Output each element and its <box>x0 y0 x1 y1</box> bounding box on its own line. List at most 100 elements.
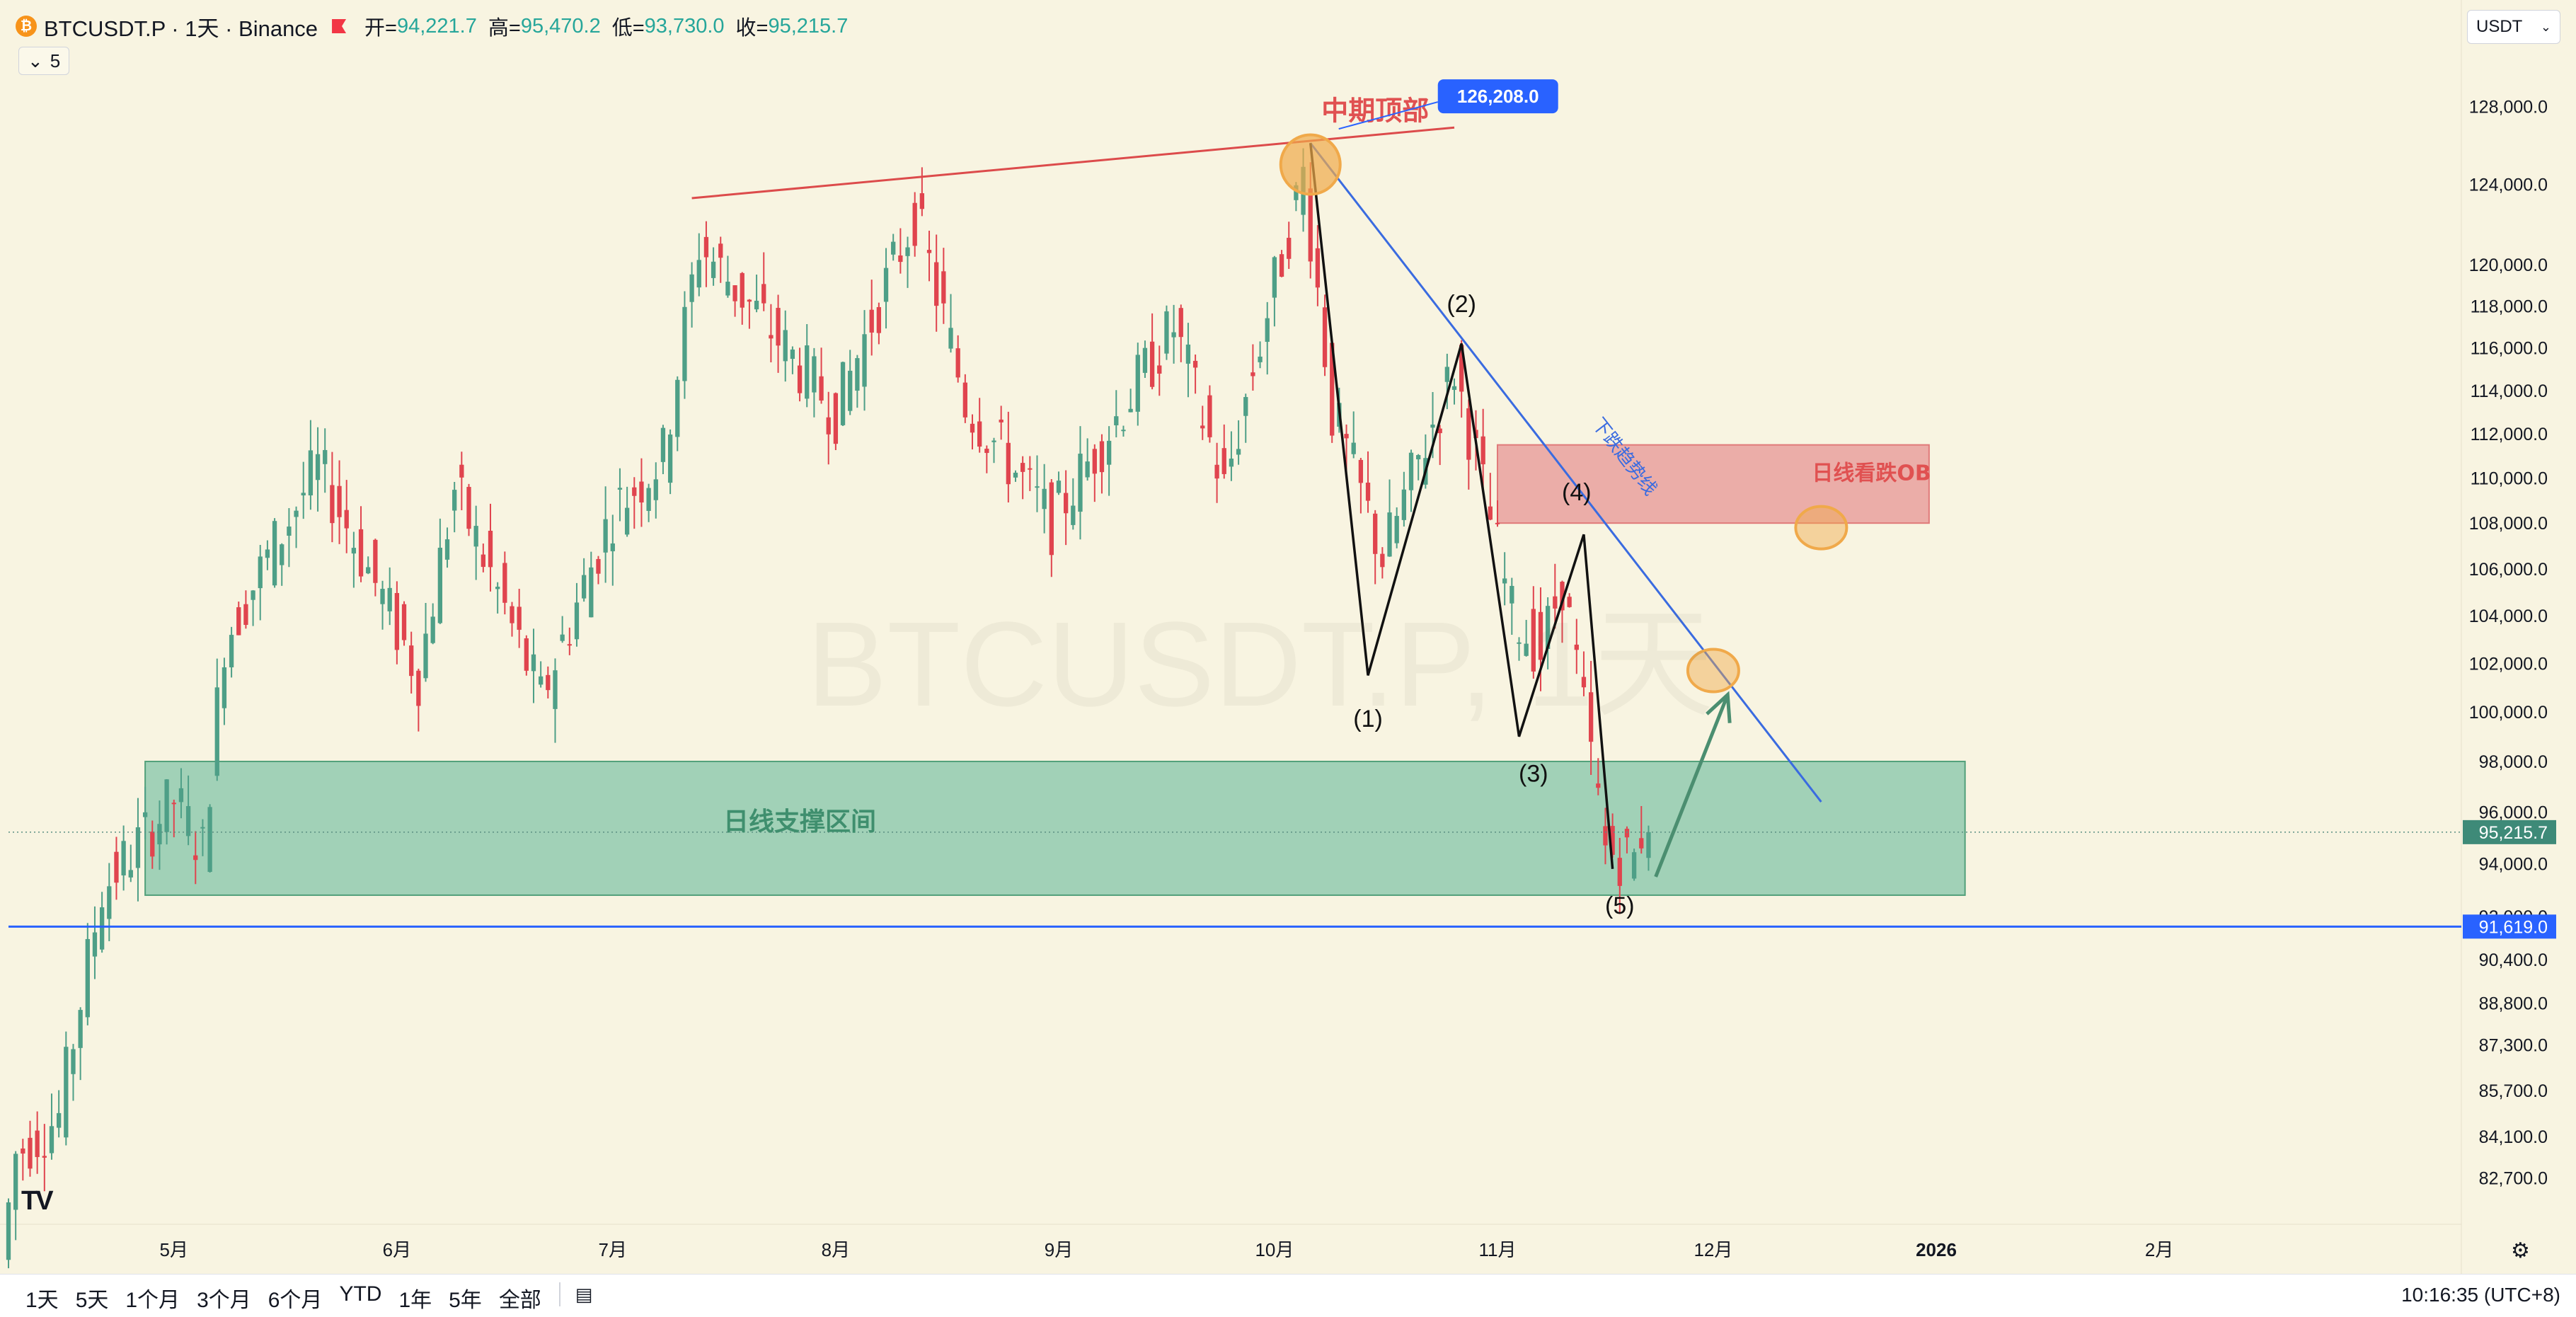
projection-arrowhead <box>1706 691 1732 723</box>
candle-body <box>315 454 321 481</box>
candle-body <box>1624 829 1630 838</box>
candle-body <box>1524 643 1529 656</box>
candle-body <box>409 645 414 677</box>
candle-body <box>1344 434 1349 439</box>
candle-body <box>689 274 694 302</box>
candle-body <box>193 855 198 861</box>
calendar-range-icon[interactable]: ▤ <box>559 1282 597 1306</box>
time-tick-label: 10月 <box>1255 1239 1294 1260</box>
candle-body <box>344 510 349 529</box>
time-tick-label: 5月 <box>160 1239 188 1260</box>
candle-body <box>1603 826 1608 846</box>
candle-body <box>21 1148 25 1154</box>
candle-body <box>1106 440 1112 465</box>
candle-body <box>718 243 723 258</box>
candle-body <box>1042 488 1047 510</box>
candle-body <box>819 376 824 401</box>
symbol-title[interactable]: BTCUSDT.P · 1天 · Binance <box>44 16 318 41</box>
candle-body <box>1380 553 1385 568</box>
candle-body <box>610 543 615 551</box>
candle-body <box>1560 582 1565 611</box>
price-tick-label: 96,000.0 <box>2479 803 2548 822</box>
time-tick-label: 12月 <box>1694 1239 1732 1260</box>
candle-body <box>502 563 507 603</box>
timeframe-ytd[interactable]: YTD <box>339 1282 382 1306</box>
timeframe-6m[interactable]: 6个月 <box>268 1289 323 1312</box>
candle-body <box>962 382 967 418</box>
candle-body <box>222 667 227 708</box>
timeframe-5d[interactable]: 5天 <box>75 1289 109 1312</box>
candle-body <box>1358 459 1364 483</box>
candle-body <box>1401 489 1407 520</box>
low-label: 低= <box>611 17 645 40</box>
candle-body <box>1085 461 1090 478</box>
candle-body <box>6 1202 11 1260</box>
timeframe-1m[interactable]: 1个月 <box>125 1289 180 1312</box>
candle-body <box>524 638 529 671</box>
downtrend-line <box>1309 142 1822 803</box>
candle-body <box>1574 644 1579 650</box>
candle-body <box>826 417 831 435</box>
currency-select[interactable]: USDT ⌄ <box>2467 10 2560 44</box>
candle-body <box>1149 341 1155 387</box>
candle-body <box>1272 257 1277 298</box>
indicator-toggle[interactable]: ⌄ 5 <box>18 47 70 75</box>
timeframe-3m[interactable]: 3个月 <box>197 1289 251 1312</box>
candle-body <box>898 255 903 263</box>
candle-body <box>646 488 651 511</box>
symbol-watermark: BTCUSDT.P, 1天 <box>807 597 1714 732</box>
candle-body <box>1142 347 1148 373</box>
candle-body <box>481 554 485 568</box>
candle-body <box>539 676 544 685</box>
candle-body <box>855 358 860 391</box>
candle-body <box>732 285 737 301</box>
chevron-down-icon: ⌄ <box>28 50 43 71</box>
price-tick-label: 128,000.0 <box>2469 97 2548 117</box>
timeframe-all[interactable]: 全部 <box>498 1289 541 1312</box>
candle-body <box>164 779 169 832</box>
candle-body <box>1192 360 1198 368</box>
candle-body <box>1596 783 1601 788</box>
tradingview-logo[interactable]: TV <box>21 1186 54 1216</box>
timeframe-1d[interactable]: 1天 <box>25 1289 59 1312</box>
candle-body <box>150 832 155 857</box>
candle-body <box>243 604 248 626</box>
wave-label: (5) <box>1605 892 1635 919</box>
price-tick-label: 85,700.0 <box>2479 1081 2548 1101</box>
candle-body <box>35 1130 40 1157</box>
price-tick-label: 102,000.0 <box>2469 654 2548 674</box>
clock-timezone[interactable]: 10:16:35 (UTC+8) <box>2401 1284 2560 1306</box>
candle-body <box>740 272 744 308</box>
projection-arrow <box>1654 694 1730 878</box>
flag-icon[interactable] <box>332 19 347 33</box>
timeframe-1y[interactable]: 1年 <box>398 1289 432 1312</box>
candle-body <box>1279 254 1284 277</box>
candle-body <box>107 886 112 919</box>
gear-icon[interactable]: ⚙ <box>2511 1239 2530 1263</box>
candle-body <box>1646 832 1651 858</box>
candle-body <box>380 589 385 604</box>
candle-body <box>1315 248 1321 288</box>
price-tick-label: 116,000.0 <box>2471 339 2548 359</box>
timeframe-5y[interactable]: 5年 <box>449 1289 482 1312</box>
bottom-toolbar <box>0 1274 2576 1317</box>
candle-body <box>517 606 522 630</box>
candle-body <box>1437 428 1442 434</box>
candle-body <box>1056 481 1062 493</box>
candle-body <box>1294 185 1299 200</box>
candle-body <box>423 633 428 679</box>
candle-body <box>883 268 889 302</box>
candles-group <box>6 148 1651 1269</box>
candle-body <box>948 328 953 349</box>
highlight-marker <box>1279 133 1342 196</box>
candle-body <box>1466 408 1471 460</box>
candle-body <box>236 607 241 636</box>
candle-body <box>531 654 536 672</box>
top-price-tag <box>1437 79 1558 114</box>
candle-body <box>747 299 752 302</box>
candle-body <box>78 1010 83 1048</box>
candle-body <box>1639 838 1644 849</box>
candle-body <box>1553 596 1558 609</box>
candle-body <box>703 236 709 258</box>
